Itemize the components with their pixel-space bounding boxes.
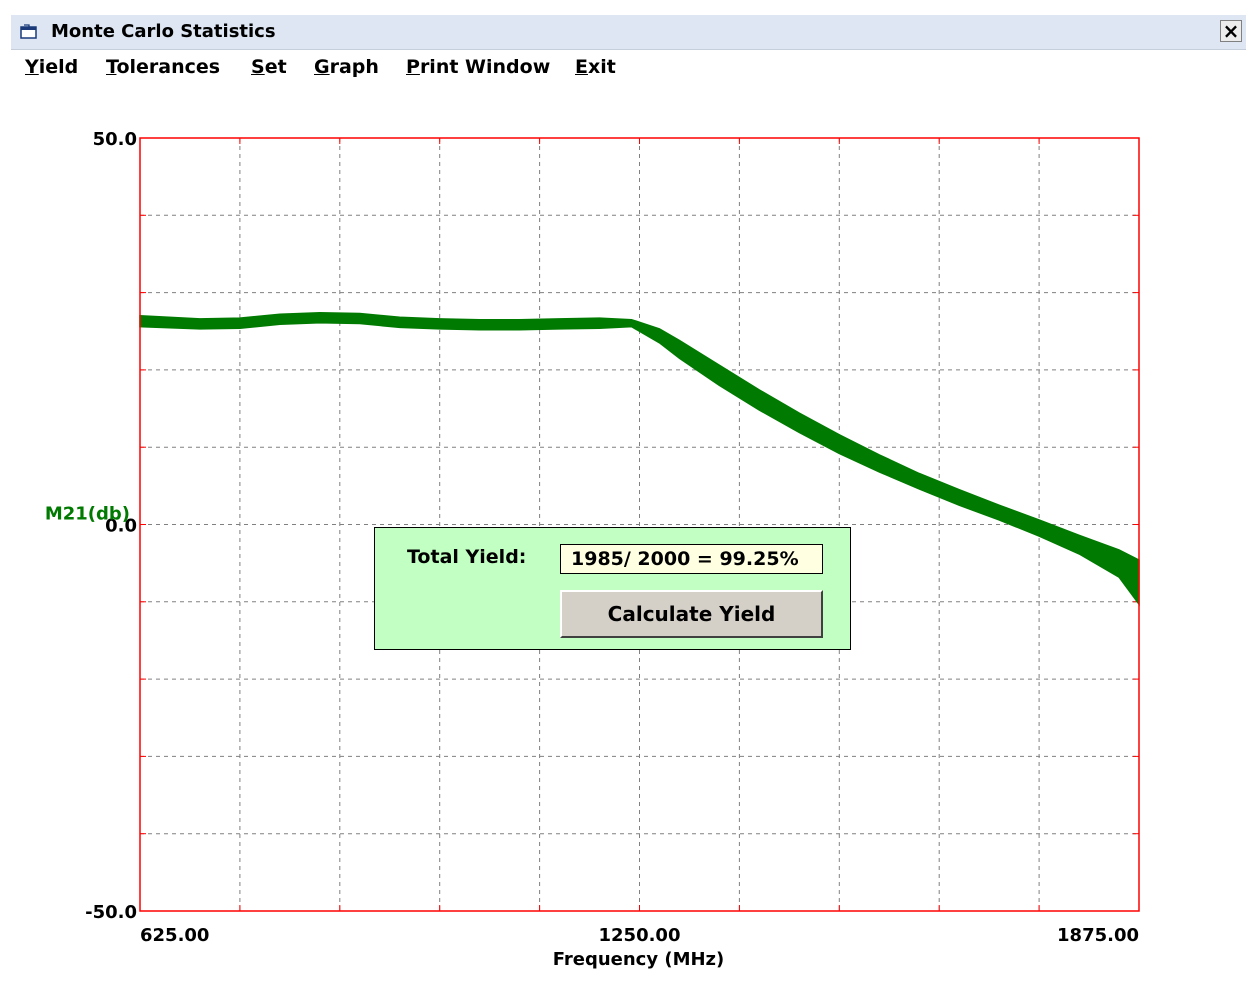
- plot-border: [139, 137, 1140, 912]
- x-tick-label: 1875.00: [1057, 925, 1139, 946]
- total-yield-label: Total Yield:: [407, 546, 527, 568]
- menu-graph[interactable]: Graph: [314, 56, 379, 78]
- y-tick-label: 50.0: [93, 129, 137, 150]
- x-axis-label: Frequency (MHz): [553, 949, 725, 970]
- total-yield-value: 1985/ 2000 = 99.25%: [560, 544, 823, 574]
- menu-print-window[interactable]: Print Window: [406, 56, 551, 78]
- menu-tolerances[interactable]: Tolerances: [106, 56, 221, 78]
- menu-set[interactable]: Set: [251, 56, 287, 78]
- yield-panel: Total Yield: 1985/ 2000 = 99.25% Calcula…: [374, 527, 851, 650]
- y-axis-label: M21(db): [45, 504, 130, 525]
- menu-yield[interactable]: Yield: [25, 56, 79, 78]
- menu-exit[interactable]: Exit: [575, 56, 616, 78]
- x-tick-label: 1250.00: [599, 925, 681, 946]
- window-title: Monte Carlo Statistics: [51, 21, 276, 42]
- menu-bar: Yield Tolerances Set Graph Print Window …: [11, 50, 1246, 86]
- y-tick-label: 0.0: [105, 516, 137, 537]
- title-bar: Monte Carlo Statistics ×: [11, 15, 1246, 50]
- x-tick-label: 625.00: [140, 925, 209, 946]
- calculate-yield-button[interactable]: Calculate Yield: [560, 590, 823, 638]
- window-icon: [20, 24, 37, 39]
- y-tick-label: -50.0: [85, 902, 137, 923]
- close-button[interactable]: ×: [1220, 20, 1242, 42]
